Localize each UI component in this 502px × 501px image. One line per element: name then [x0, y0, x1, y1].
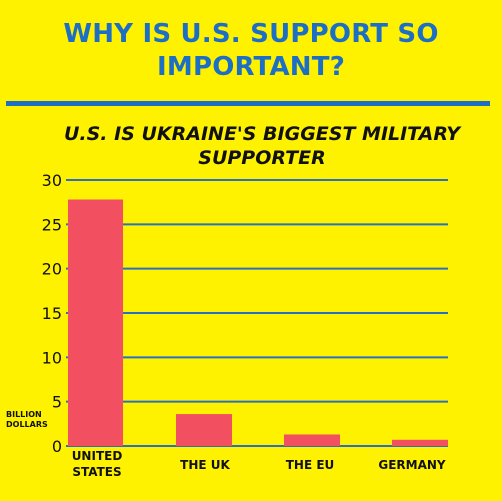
y-axis-label-line-1: BILLION: [6, 410, 42, 419]
y-axis-label-line-2: DOLLARS: [6, 420, 48, 429]
y-tick-label: 20: [42, 260, 62, 279]
page-headline: WHY IS U.S. SUPPORT SO IMPORTANT?: [0, 18, 502, 84]
bar-1: [176, 414, 232, 446]
category-label: STATES: [72, 465, 121, 479]
gridlines: [66, 179, 448, 447]
bars: [68, 199, 448, 446]
y-tick-label: 0: [52, 437, 62, 456]
category-label: THE EU: [286, 458, 335, 472]
y-tick-label: 5: [52, 393, 62, 412]
bar-3: [392, 439, 448, 446]
headline-divider: [6, 101, 490, 106]
chart-title-line-1: U.S. IS UKRAINE'S BIGGEST MILITARY: [64, 123, 462, 145]
y-tick-label: 15: [42, 304, 62, 323]
chart-title-line-2: SUPPORTER: [198, 147, 325, 169]
category-label: THE UK: [180, 458, 230, 472]
x-axis-categories: UNITED STATES THE UK THE EU GERMANY: [72, 449, 446, 479]
y-tick-label: 30: [42, 171, 62, 190]
y-axis-ticks: 0 5 10 15 20 25 30: [42, 171, 62, 456]
y-tick-label: 10: [42, 348, 62, 367]
headline-line-2: IMPORTANT?: [157, 52, 345, 82]
category-label: UNITED: [72, 449, 123, 463]
bar-2: [284, 434, 340, 446]
headline-line-1: WHY IS U.S. SUPPORT SO: [63, 19, 439, 49]
y-tick-label: 25: [42, 215, 62, 234]
category-label: GERMANY: [378, 458, 446, 472]
bar-0: [68, 199, 123, 446]
